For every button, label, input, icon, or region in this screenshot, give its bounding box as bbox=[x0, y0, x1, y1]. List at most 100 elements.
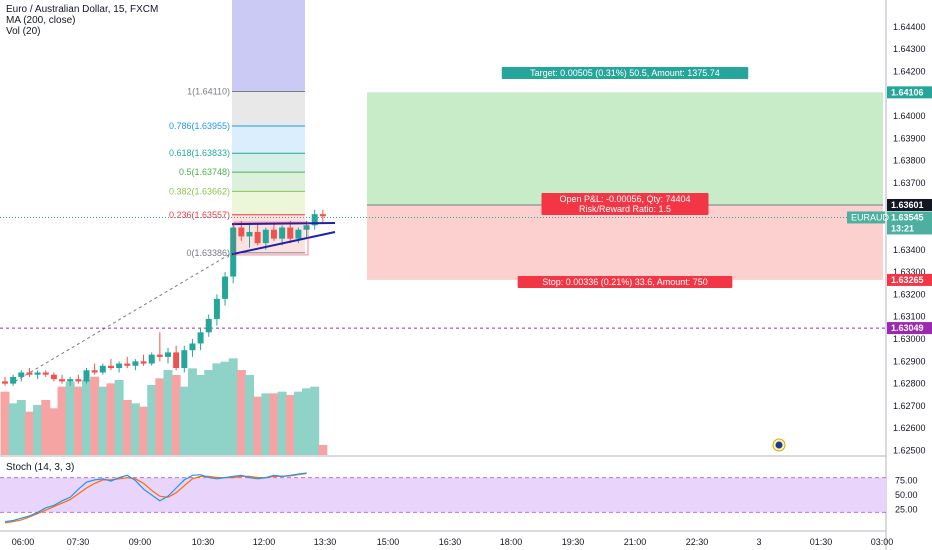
volume-bar bbox=[179, 386, 189, 455]
price-tick-label: 1.63400 bbox=[893, 245, 926, 255]
candle-body bbox=[173, 352, 180, 369]
stop-label-bg bbox=[517, 276, 733, 288]
price-tick-label: 1.63200 bbox=[893, 289, 926, 299]
candle-body bbox=[99, 365, 106, 373]
price-tick-label: 1.62500 bbox=[893, 446, 926, 456]
stoch-d-line bbox=[4, 472, 307, 524]
fib-extension-band bbox=[232, 0, 305, 92]
time-tick-label: 21:00 bbox=[624, 537, 647, 547]
price-tick-label: 1.63000 bbox=[893, 334, 926, 344]
stoch-tick-label: 75.00 bbox=[895, 476, 918, 486]
candle-body bbox=[197, 332, 204, 344]
price-tick-label: 1.63700 bbox=[893, 178, 926, 188]
symbol-badge bbox=[847, 211, 885, 224]
time-tick-label: 09:00 bbox=[129, 537, 152, 547]
volume-bar bbox=[33, 405, 43, 455]
volume-bar bbox=[163, 370, 173, 455]
volume-bar bbox=[220, 361, 230, 455]
price-tick-label: 1.64200 bbox=[893, 66, 926, 76]
candle bbox=[311, 209, 318, 230]
volume-bar bbox=[302, 388, 312, 455]
candle-body bbox=[42, 372, 49, 375]
time-tick-label: 19:30 bbox=[562, 537, 585, 547]
symbol-badge-text: EURAUD bbox=[851, 212, 890, 222]
candle-body bbox=[181, 350, 188, 369]
candle-body bbox=[279, 227, 286, 239]
volume-bar bbox=[16, 400, 26, 455]
candle bbox=[222, 272, 229, 306]
vol-legend[interactable]: Vol (20) bbox=[6, 26, 41, 37]
volume-bar bbox=[285, 395, 295, 455]
volume-bar bbox=[82, 380, 91, 455]
position-stop-zone bbox=[367, 204, 883, 280]
event-flag-icon-inner bbox=[775, 441, 783, 449]
candle-body bbox=[156, 354, 163, 357]
price-badge bbox=[887, 273, 932, 286]
stoch-legend[interactable]: Stoch (14, 3, 3) bbox=[6, 462, 75, 473]
candle-body bbox=[75, 379, 82, 382]
candle bbox=[189, 339, 196, 357]
candle bbox=[59, 374, 66, 384]
pnl-label-text: Risk/Reward Ratio: 1.5 bbox=[579, 204, 671, 214]
fib-band bbox=[232, 172, 305, 192]
volume-bar bbox=[147, 385, 157, 455]
candle bbox=[50, 372, 57, 382]
price-tick-label: 1.62700 bbox=[893, 401, 926, 411]
volume-bar bbox=[236, 370, 246, 455]
price-tick-label: 1.63300 bbox=[893, 267, 926, 277]
volume-bar bbox=[187, 368, 197, 455]
candle bbox=[107, 359, 114, 371]
stop-label-text: Stop: 0.00336 (0.21%) 33.6, Amount: 750 bbox=[542, 277, 708, 287]
volume-bar bbox=[41, 400, 51, 455]
volume-bar bbox=[139, 406, 149, 455]
fib-band bbox=[232, 191, 305, 215]
time-tick-label: 03:00 bbox=[871, 537, 894, 547]
price-badge-text: 1.64106 bbox=[891, 87, 924, 97]
fib-level-label: 0.382(1.63662) bbox=[169, 186, 230, 196]
price-badge-text: 1.63545 bbox=[891, 212, 924, 222]
fib-level-label: 0.786(1.63955) bbox=[169, 121, 230, 131]
fib-level-label: 0.618(1.63833) bbox=[169, 148, 230, 158]
candle-body bbox=[148, 354, 155, 364]
volume-bar bbox=[261, 393, 271, 455]
candle-body bbox=[303, 225, 310, 230]
volume-bar bbox=[114, 380, 124, 455]
price-tick-label: 1.62600 bbox=[893, 423, 926, 433]
stoch-band bbox=[0, 477, 886, 513]
time-tick-label: 13:30 bbox=[314, 537, 337, 547]
pnl-label-text: Open P&L: -0.00056, Qty: 74404 bbox=[559, 194, 690, 204]
candle bbox=[213, 294, 220, 326]
candle bbox=[75, 374, 82, 384]
volume-bar bbox=[171, 375, 181, 455]
fib-level-label: 0.5(1.63748) bbox=[179, 167, 230, 177]
candle-body bbox=[165, 352, 171, 357]
candle-body bbox=[91, 370, 98, 373]
fib-band bbox=[232, 91, 305, 127]
symbol-title[interactable]: Euro / Australian Dollar, 15, FXCM bbox=[6, 4, 159, 15]
stoch-tick-label: 25.00 bbox=[895, 505, 918, 515]
time-tick-label: 3 bbox=[756, 537, 761, 547]
ma-legend[interactable]: MA (200, close) bbox=[6, 15, 76, 26]
volume-bar bbox=[130, 403, 140, 455]
candle bbox=[319, 209, 326, 224]
time-tick-label: 10:30 bbox=[192, 537, 215, 547]
price-badge bbox=[887, 86, 932, 99]
volume-bar bbox=[228, 358, 238, 455]
candle-body bbox=[189, 343, 196, 351]
time-tick-label: 16:30 bbox=[439, 537, 462, 547]
candle-body bbox=[238, 227, 245, 237]
candle-body bbox=[230, 227, 237, 277]
candle-body bbox=[18, 372, 25, 377]
candle bbox=[132, 359, 139, 371]
volume-bar bbox=[73, 386, 83, 455]
candle bbox=[2, 376, 8, 386]
candle-body bbox=[50, 374, 57, 380]
candle-body bbox=[10, 376, 17, 384]
price-tick-label: 1.64400 bbox=[893, 22, 926, 32]
target-label-text: Target: 0.00505 (0.31%) 50.5, Amount: 13… bbox=[530, 68, 720, 78]
fib-trend-line bbox=[14, 252, 233, 382]
candle bbox=[67, 376, 74, 386]
candle bbox=[91, 363, 98, 375]
candle-body bbox=[107, 365, 114, 369]
